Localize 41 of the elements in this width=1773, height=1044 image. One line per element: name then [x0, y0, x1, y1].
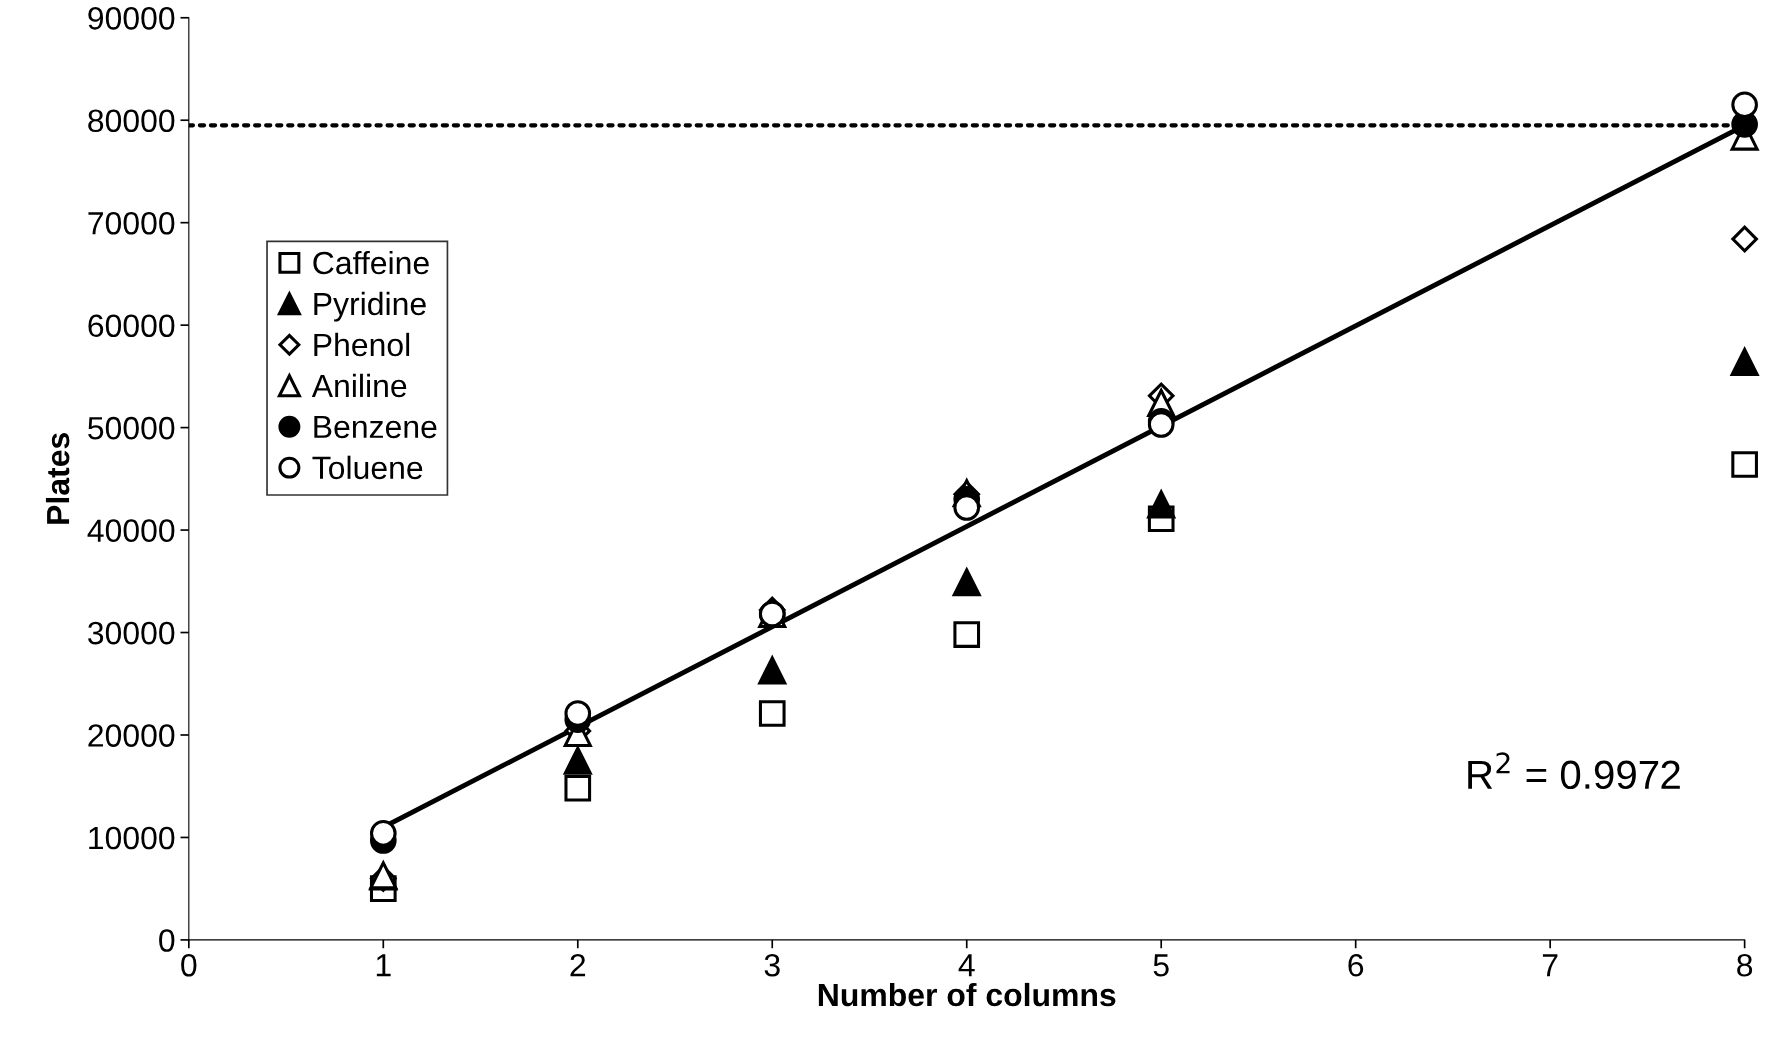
x-axis-title: Number of columns: [818, 982, 1116, 1007]
y-tick-label: 80000: [88, 109, 175, 133]
legend-label: Toluene: [312, 455, 423, 480]
y-tick-label: 70000: [88, 211, 175, 235]
x-tick-label: 8: [1737, 953, 1753, 977]
legend-label: Phenol: [314, 332, 410, 357]
point: [1731, 451, 1758, 478]
point: [1730, 347, 1759, 377]
point: [952, 568, 981, 597]
x-tick-label: 4: [958, 954, 975, 977]
x-tick-label: 5: [1153, 954, 1169, 977]
point: [758, 700, 786, 727]
x-tick-label: 0: [181, 953, 197, 977]
legend-label: Pyridine: [314, 291, 426, 322]
point: [564, 700, 592, 727]
point: [1147, 490, 1176, 519]
point: [953, 621, 981, 648]
point: [758, 656, 787, 685]
y-tick-label: 10000: [89, 826, 175, 850]
y-tick-label: 30000: [88, 621, 175, 645]
x-tick-label: 1: [376, 954, 391, 977]
point: [1731, 225, 1758, 253]
y-axis-title: Plates: [45, 433, 70, 524]
x-tick-label: 3: [764, 953, 780, 977]
point: [953, 494, 981, 521]
y-tick-label: 60000: [88, 314, 175, 338]
x-tick-label: 2: [570, 953, 586, 977]
x-tick-label: 7: [1542, 954, 1558, 977]
legend-label: Caffeine: [313, 250, 429, 275]
y-tick-label: 40000: [87, 519, 175, 542]
point: [563, 746, 592, 775]
y-tick-label: 0: [159, 929, 175, 952]
legend-label: Aniline: [311, 373, 407, 398]
x-tick-label: 6: [1348, 953, 1364, 977]
y-tick-label: 50000: [88, 416, 175, 440]
y-tick-label: 90000: [88, 7, 175, 30]
point: [369, 820, 397, 847]
legend-label: Benzene: [314, 415, 437, 439]
point: [564, 774, 592, 802]
annotation: R$^{2}$ = 0.9972: [1468, 752, 1680, 790]
y-tick-label: 20000: [88, 724, 175, 747]
